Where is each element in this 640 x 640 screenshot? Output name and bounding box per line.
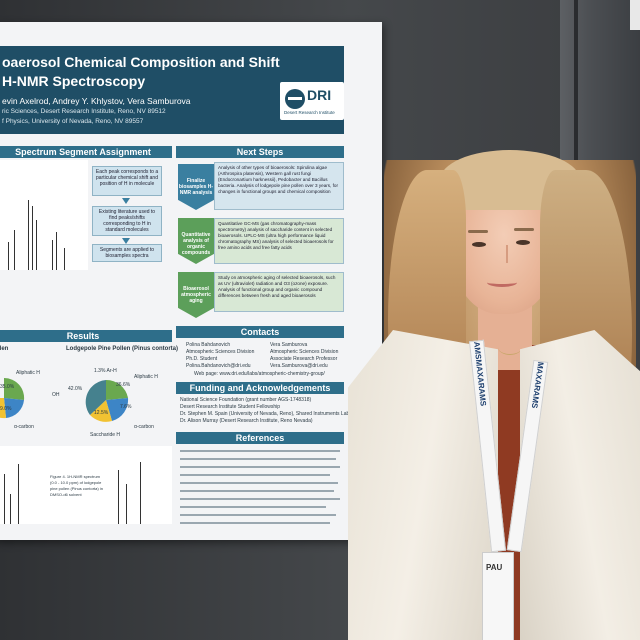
step-chevron-3: Bioaerosol atmospheric aging <box>178 272 214 318</box>
left-eyebrow <box>468 230 488 233</box>
contact2-title: Associate Research Professor <box>270 356 338 362</box>
pie-right <box>85 379 129 422</box>
section-next-steps-heading: Next Steps <box>176 146 344 158</box>
pie-right-label-1: 1.3% Ar-H <box>94 368 117 374</box>
funding-item-3: Dr. Stephen M. Spain (University of Neva… <box>180 411 362 417</box>
necklace <box>498 340 522 355</box>
step-text-2: Quantitative GC-MS (gas chromatography-m… <box>214 218 344 264</box>
poster-affiliation-2: f Physics, University of Nevada, Reno, N… <box>2 118 144 125</box>
spectrum-box-2: Existing literature used to find peaks/s… <box>92 206 162 236</box>
logo-text: DRI <box>307 87 332 103</box>
section-references-heading: References <box>176 432 344 444</box>
mouth <box>487 278 517 287</box>
contact-website: Web page: www.dri.edu/labs/atmospheric-c… <box>194 371 325 377</box>
name-badge: PAU <box>482 552 514 640</box>
lanyard-text-2: MAXAR <box>473 358 486 389</box>
pie-left-label-4: α-carbon <box>14 424 34 430</box>
right-eye <box>516 240 530 245</box>
section-results-heading: Results <box>0 330 172 342</box>
section-contacts-heading: Contacts <box>176 326 344 338</box>
section-funding-heading: Funding and Acknowledgements <box>176 382 344 394</box>
poster-title-line2: H-NMR Spectroscopy <box>2 73 146 89</box>
contact1-email: Polina.Bahdanovich@dri.edu <box>186 363 251 369</box>
pie-right-label-5: 7.6% <box>120 404 132 410</box>
results-left-title: llen <box>0 346 9 352</box>
funding-item-1: National Science Foundation (grant numbe… <box>180 397 312 403</box>
contact1-name: Polina Bahdanovich <box>186 342 231 348</box>
results-spectra: Figure 4. 1H-NMR spectrum (0.0 - 10.0 pp… <box>0 446 172 524</box>
nose <box>498 245 508 263</box>
pie-left-label-3: Aliphatic H <box>16 370 40 376</box>
step-chevron-1: Finalize biosamples H-NMR analysis <box>178 164 214 210</box>
pie-right-label-7: α-carbon <box>134 424 154 430</box>
funding-item-2: Desert Research Institute Student Fellow… <box>180 404 281 410</box>
pie-right-label-4: 12.5% <box>94 410 109 416</box>
figure-caption: Figure 4. 1H-NMR spectrum (0.0 - 10.0 pp… <box>50 474 103 497</box>
logo-subtitle: Desert Research Institute <box>284 110 335 115</box>
step-text-1: Analysis of other types of bioaerosols: … <box>214 162 344 210</box>
spectrum-box-1: Each peak corresponds to a particular ch… <box>92 166 162 196</box>
pie-right-label-9: OH <box>52 392 60 398</box>
section-spectrum-heading: Spectrum Segment Assignment <box>0 146 172 158</box>
contact2-name: Vera Samburova <box>270 342 308 348</box>
spectrum-box-3: Segments are applied to biosamples spect… <box>92 244 162 262</box>
contact1-role: Atmospheric Sciences Division <box>186 349 255 355</box>
results-right-title: Lodgepole Pine Pollen (Pinus contorta) <box>66 346 179 352</box>
left-eye <box>472 242 486 247</box>
pie-right-label-6: Aliphatic H <box>134 374 158 380</box>
light-spot <box>630 0 640 30</box>
right-eyebrow <box>514 228 534 231</box>
poster-affiliation-1: ric Sciences, Desert Research Institute,… <box>2 108 166 115</box>
lanyard-text-1: AMS <box>472 341 483 360</box>
lanyard-text-3: AMS <box>476 387 488 407</box>
step-label-1: Finalize biosamples H-NMR analysis <box>178 178 214 196</box>
pie-left-label-1: 35.0% <box>0 384 15 390</box>
step-label-3: Bioaerosol atmospheric aging <box>181 286 211 304</box>
pie-right-label-3: 42.0% <box>68 386 83 392</box>
pie-left <box>0 377 25 419</box>
poster-authors: evin Axelrod, Andrey Y. Khlystov, Vera S… <box>2 96 191 106</box>
pie-charts <box>0 377 129 422</box>
arrow-down-icon <box>122 198 130 204</box>
lanyard-text-5: AMS <box>529 390 542 410</box>
dri-logo: DRI Desert Research Institute <box>280 82 344 120</box>
contact2-role: Atmospheric Sciences Division <box>270 349 339 355</box>
pie-right-label-8: Saccharide H <box>90 432 121 438</box>
contact1-title: Ph.D. Student <box>186 356 218 362</box>
step-label-2: Quantitative analysis of organic compoun… <box>181 232 211 256</box>
step-text-3: Study on atmospheric aging of selected b… <box>214 272 344 312</box>
globe-icon <box>285 89 305 109</box>
pie-right-label-2: 36.6% <box>116 382 131 388</box>
step-chevron-2: Quantitative analysis of organic compoun… <box>178 218 214 264</box>
contact2-email: Vera.Samburova@dri.edu <box>270 363 328 369</box>
funding-item-4: Dr. Alison Murray (Desert Research Insti… <box>180 418 313 424</box>
lanyard-text-4: MAXAR <box>532 361 546 392</box>
arrow-down-icon <box>122 238 130 244</box>
pie-left-label-2: 9.0% <box>0 406 12 412</box>
poster-title-line1: oaerosol Chemical Composition and Shift <box>2 54 280 70</box>
badge-text: PAU <box>486 563 503 572</box>
spectrum-plot <box>0 160 88 270</box>
research-poster: oaerosol Chemical Composition and Shift … <box>0 22 382 540</box>
